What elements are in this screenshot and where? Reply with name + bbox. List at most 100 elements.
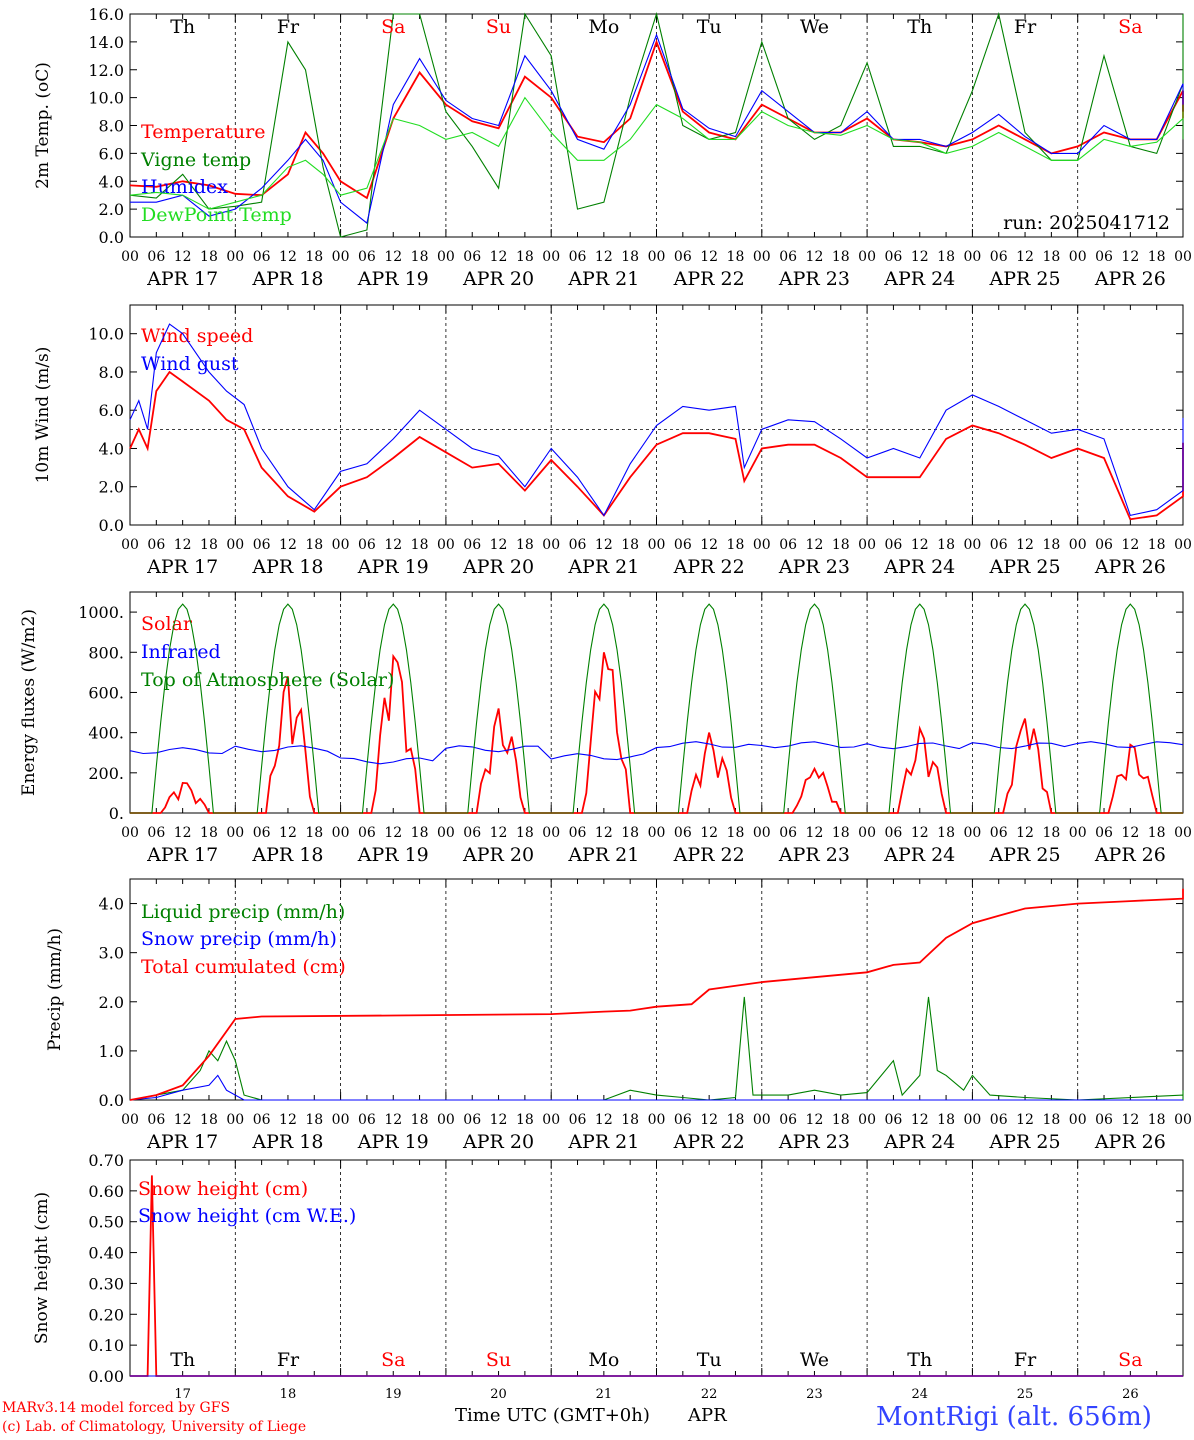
- day-number-label: 20: [490, 1387, 507, 1402]
- legend-entry: Snow precip (mm/h): [141, 928, 337, 950]
- hour-label: 00: [542, 1112, 560, 1128]
- hour-label: 18: [1042, 825, 1060, 841]
- station-title: MontRigi (alt. 656m): [876, 1402, 1152, 1432]
- hour-label: 12: [174, 1112, 192, 1128]
- y-tick-label: 2.0: [99, 993, 124, 1012]
- y-tick-label: 3.0: [99, 944, 124, 963]
- weekday-label-top: Th: [170, 16, 195, 38]
- hour-label: 00: [437, 1112, 455, 1128]
- series-line-wind-speed: [129, 370, 1184, 521]
- weekday-label-top: We: [800, 16, 829, 38]
- hour-label: 18: [937, 825, 955, 841]
- date-label: APR 21: [567, 1131, 639, 1153]
- y-tick-label: 10.0: [88, 325, 124, 344]
- y-tick-label: 6.0: [99, 144, 124, 163]
- hour-label: 06: [1095, 825, 1113, 841]
- date-label: APR 17: [146, 844, 218, 866]
- hour-label: 00: [226, 825, 244, 841]
- hour-label: 12: [806, 825, 824, 841]
- date-label: APR 26: [1094, 844, 1166, 866]
- hour-label: 00: [1174, 249, 1192, 265]
- y-axis-title: 2m Temp. (oC): [33, 62, 53, 189]
- date-label: APR 23: [778, 556, 850, 578]
- hour-label: 18: [727, 537, 745, 553]
- y-tick-label: 0.60: [88, 1182, 124, 1201]
- hour-label: 00: [542, 537, 560, 553]
- hour-label: 18: [1148, 1112, 1166, 1128]
- hour-label: 00: [858, 537, 876, 553]
- date-label: APR 23: [778, 844, 850, 866]
- hour-label: 00: [753, 1112, 771, 1128]
- series-line-liquid-precip-mm-h-: [129, 996, 1184, 1101]
- hour-label: 00: [963, 249, 981, 265]
- weekday-label-top: Mo: [588, 16, 619, 38]
- hour-label: 18: [832, 825, 850, 841]
- hour-label: 06: [674, 825, 692, 841]
- hour-label: 12: [700, 249, 718, 265]
- date-label: APR 18: [251, 268, 323, 290]
- date-label: APR 25: [989, 1131, 1061, 1153]
- hour-label: 00: [226, 249, 244, 265]
- date-label: APR 20: [462, 1131, 534, 1153]
- y-tick-label: 2.0: [99, 200, 124, 219]
- weekday-label-bottom: Su: [486, 1349, 511, 1371]
- y-tick-label: 4.0: [99, 172, 124, 191]
- hour-label: 06: [885, 249, 903, 265]
- hour-label: 18: [516, 249, 534, 265]
- hour-label: 12: [595, 249, 613, 265]
- hour-label: 06: [253, 249, 271, 265]
- hour-label: 06: [463, 537, 481, 553]
- hour-label: 00: [226, 1112, 244, 1128]
- day-number-label: 25: [1017, 1387, 1034, 1402]
- hour-label: 18: [516, 537, 534, 553]
- date-label: APR 20: [462, 556, 534, 578]
- y-tick-label: 600.: [88, 683, 124, 702]
- hour-label: 06: [779, 249, 797, 265]
- hour-label: 00: [858, 825, 876, 841]
- hour-label: 18: [832, 249, 850, 265]
- y-tick-label: 0.0: [99, 228, 124, 247]
- hour-label: 12: [700, 537, 718, 553]
- date-label: APR 23: [778, 1131, 850, 1153]
- y-tick-label: 0.20: [88, 1305, 124, 1324]
- legend-entry: Liquid precip (mm/h): [141, 901, 345, 923]
- hour-label: 12: [384, 249, 402, 265]
- hour-label: 12: [490, 1112, 508, 1128]
- date-label: APR 17: [146, 268, 218, 290]
- hour-label: 12: [700, 825, 718, 841]
- hour-label: 18: [305, 537, 323, 553]
- date-label: APR 23: [778, 268, 850, 290]
- hour-label: 18: [200, 1112, 218, 1128]
- hour-label: 18: [1042, 249, 1060, 265]
- y-tick-label: 800.: [88, 643, 124, 662]
- date-label: APR 19: [357, 1131, 429, 1153]
- hour-label: 18: [1148, 537, 1166, 553]
- hour-label: 06: [779, 1112, 797, 1128]
- hour-label: 12: [384, 537, 402, 553]
- date-label: APR 21: [567, 844, 639, 866]
- hour-label: 12: [174, 249, 192, 265]
- hour-label: 00: [648, 825, 666, 841]
- y-tick-label: 6.0: [99, 401, 124, 420]
- hour-label: 00: [648, 249, 666, 265]
- hour-label: 00: [437, 825, 455, 841]
- date-label: APR 20: [462, 844, 534, 866]
- hour-label: 00: [121, 249, 139, 265]
- y-tick-label: 0.70: [88, 1151, 124, 1170]
- weekday-label-bottom: Th: [907, 1349, 932, 1371]
- y-tick-label: 1.0: [99, 1042, 124, 1061]
- hour-label: 18: [727, 1112, 745, 1128]
- legend-entry: Solar: [141, 613, 193, 635]
- hour-label: 12: [1016, 537, 1034, 553]
- hour-label: 12: [911, 537, 929, 553]
- series-line-vigne-temp: [129, 11, 1184, 238]
- hour-label: 00: [858, 1112, 876, 1128]
- hour-label: 18: [937, 1112, 955, 1128]
- hour-label: 00: [332, 1112, 350, 1128]
- hour-label: 18: [1042, 1112, 1060, 1128]
- hour-label: 00: [542, 249, 560, 265]
- y-tick-label: 0.0: [99, 516, 124, 535]
- hour-label: 06: [779, 537, 797, 553]
- legend-entry: Top of Atmosphere (Solar): [141, 669, 394, 691]
- hour-label: 00: [332, 537, 350, 553]
